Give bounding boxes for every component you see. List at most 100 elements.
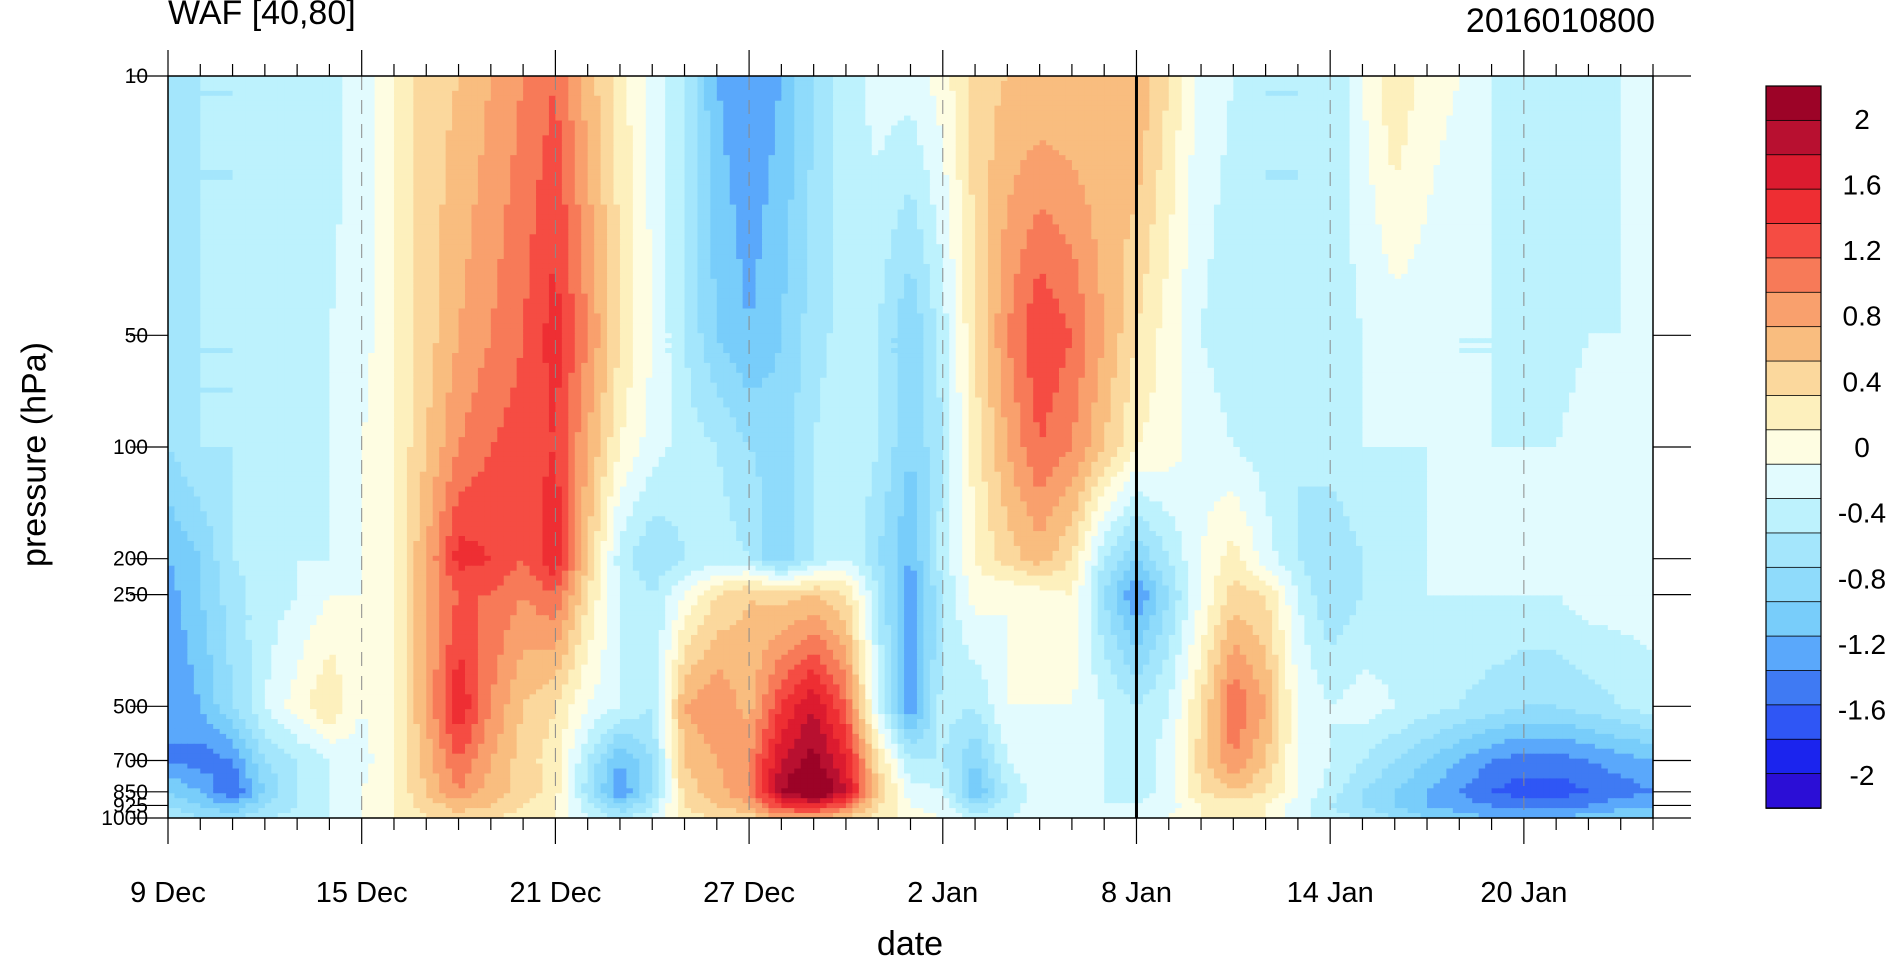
heatmap-cell [820, 81, 827, 87]
heatmap-cell [988, 81, 995, 87]
heatmap-cell [827, 81, 834, 87]
heatmap-cell [1149, 76, 1156, 82]
heatmap-cell [1298, 81, 1305, 87]
heatmap-cell [1640, 86, 1647, 92]
heatmap-cell [278, 91, 285, 97]
heatmap-cell [1537, 76, 1544, 82]
heatmap-cell [659, 86, 666, 92]
heatmap-cell [452, 86, 459, 92]
heatmap-cell [388, 76, 395, 82]
heatmap-cell [187, 81, 194, 87]
heatmap-cell [504, 76, 511, 82]
heatmap-cell [1433, 76, 1440, 82]
heatmap-cell [749, 86, 756, 92]
heatmap-cell [1601, 76, 1608, 82]
heatmap-cell [1640, 76, 1647, 82]
heatmap-cell [878, 76, 885, 82]
heatmap-cell [923, 86, 930, 92]
heatmap-cell [859, 86, 866, 92]
heatmap-cell [1098, 81, 1105, 87]
heatmap-cell [736, 81, 743, 87]
heatmap-cell [1433, 86, 1440, 92]
heatmap-cell [1085, 76, 1092, 82]
heatmap-cell [168, 76, 175, 82]
heatmap-cell [626, 76, 633, 82]
heatmap-cell [717, 81, 724, 87]
heatmap-cell [1576, 81, 1583, 87]
heatmap-cell [1408, 86, 1415, 92]
heatmap-cell [1556, 81, 1563, 87]
heatmap-cell [1556, 76, 1563, 82]
heatmap-cell [245, 81, 252, 87]
heatmap-cell [375, 81, 382, 87]
heatmap-cell [342, 91, 349, 97]
heatmap-cell [407, 76, 414, 82]
heatmap-cell [1169, 86, 1176, 92]
heatmap-cell [588, 76, 595, 82]
heatmap-cell [200, 91, 207, 97]
heatmap-cell [1104, 86, 1111, 92]
heatmap-cell [439, 91, 446, 97]
heatmap-cell [1027, 86, 1034, 92]
heatmap-cell [542, 86, 549, 92]
heatmap-cell [788, 76, 795, 82]
heatmap-cell [756, 86, 763, 92]
heatmap-cell [1446, 86, 1453, 92]
heatmap-cell [239, 76, 246, 82]
heatmap-cell [710, 86, 717, 92]
heatmap-cell [207, 86, 214, 92]
heatmap-cell [478, 81, 485, 87]
heatmap-cell [491, 81, 498, 87]
heatmap-cell [639, 81, 646, 87]
heatmap-cell [1001, 86, 1008, 92]
heatmap-cell [1240, 81, 1247, 87]
heatmap-cell [568, 86, 575, 92]
heatmap-cell [1195, 76, 1202, 82]
heatmap-cell [362, 91, 369, 97]
heatmap-cell [1246, 86, 1253, 92]
heatmap-cell [891, 86, 898, 92]
heatmap-cell [239, 91, 246, 97]
heatmap-cell [1621, 81, 1628, 87]
heatmap-cell [730, 86, 737, 92]
heatmap-cell [1569, 86, 1576, 92]
heatmap-cell [1330, 81, 1337, 87]
heatmap-cell [1065, 86, 1072, 92]
heatmap-cell [1111, 81, 1118, 87]
heatmap-cell [530, 81, 537, 87]
heatmap-cell [594, 86, 601, 92]
heatmap-cell [1588, 86, 1595, 92]
heatmap-cell [497, 81, 504, 87]
heatmap-cell [284, 86, 291, 92]
heatmap-cell [1479, 81, 1486, 87]
heatmap-cell [1530, 81, 1537, 87]
heatmap-cell [317, 91, 324, 97]
heatmap-cell [1291, 76, 1298, 82]
heatmap-cell [426, 76, 433, 82]
heatmap-cell [1401, 76, 1408, 82]
heatmap-cell [1621, 76, 1628, 82]
heatmap-cell [969, 81, 976, 87]
heatmap-cell [1001, 81, 1008, 87]
heatmap-cell [407, 81, 414, 87]
heatmap-cell [1576, 76, 1583, 82]
heatmap-cell [1421, 76, 1428, 82]
heatmap-cell [1233, 86, 1240, 92]
heatmap-cell [723, 86, 730, 92]
heatmap-cell [1395, 81, 1402, 87]
heatmap-cell [852, 76, 859, 82]
heatmap-cell [523, 86, 530, 92]
heatmap-cell [1304, 81, 1311, 87]
heatmap-cell [1608, 81, 1615, 87]
heatmap-cell [420, 76, 427, 82]
heatmap-cell [1337, 81, 1344, 87]
heatmap-cell [794, 76, 801, 82]
heatmap-cell [446, 76, 453, 82]
heatmap-cell [1427, 86, 1434, 92]
heatmap-cell [1285, 86, 1292, 92]
heatmap-cell [1550, 86, 1557, 92]
heatmap-cell [271, 81, 278, 87]
heatmap-cell [530, 76, 537, 82]
heatmap-cell [1634, 86, 1641, 92]
heatmap-cell [962, 81, 969, 87]
